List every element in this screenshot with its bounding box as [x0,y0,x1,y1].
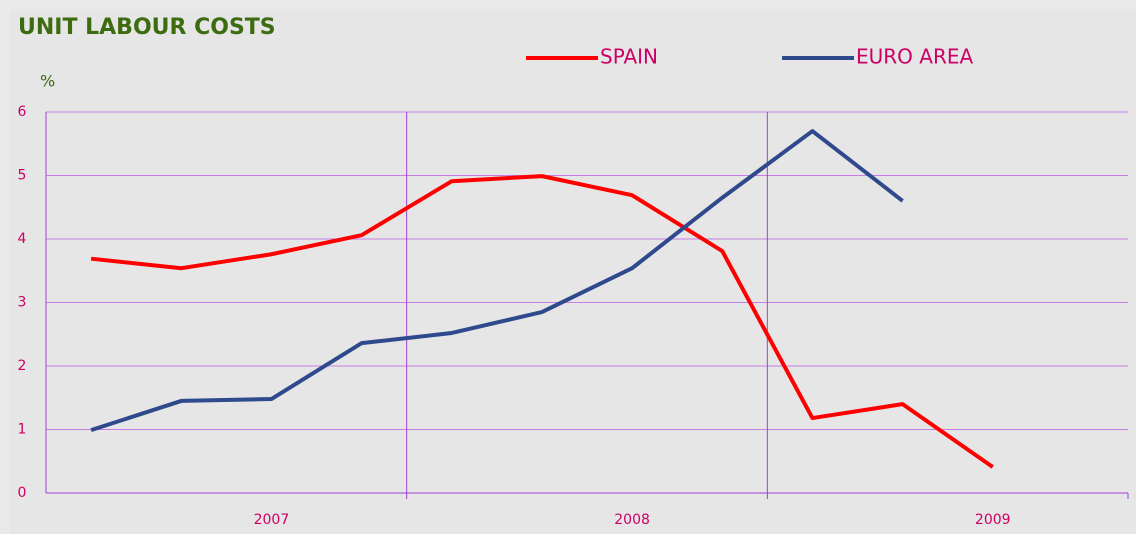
y-tick-label: 3 [18,295,27,311]
x-tick-label: 2009 [975,512,1011,528]
y-tick-label: 2 [18,358,27,374]
y-tick-label: 1 [18,422,27,438]
y-tick-label: 0 [18,485,27,501]
x-tick-label: 2007 [254,512,290,528]
legend-label: EURO AREA [856,45,973,69]
series-line [90,174,994,469]
x-tick-label: 2008 [614,512,650,528]
legend-label: SPAIN [600,45,658,69]
series-line [90,129,904,433]
y-axis-label: % [40,72,55,91]
panel [10,10,1136,534]
y-tick-label: 4 [18,231,27,247]
y-tick-label: 5 [18,168,27,184]
y-tick-label: 6 [18,104,27,120]
chart-title: UNIT LABOUR COSTS [18,15,276,40]
